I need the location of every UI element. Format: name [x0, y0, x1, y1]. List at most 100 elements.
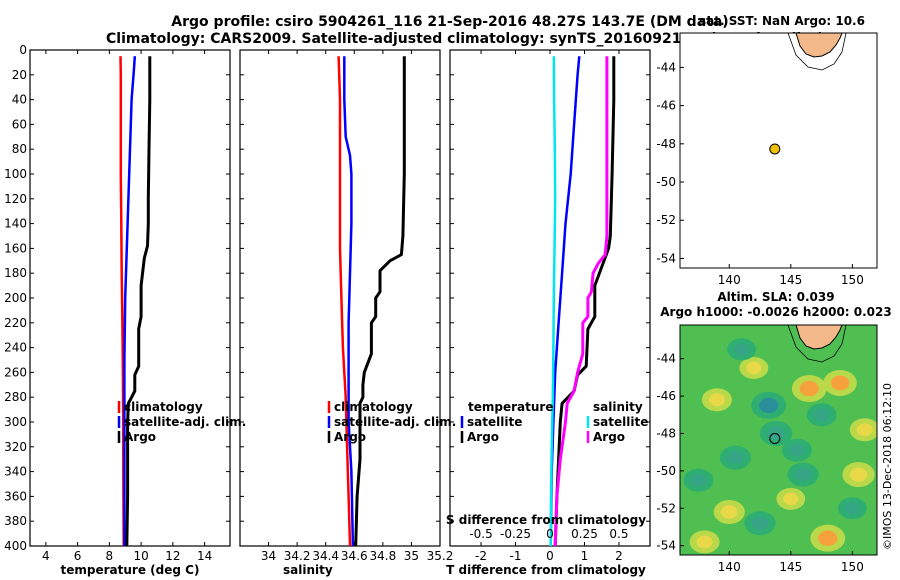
- depth-tick-label: 120: [4, 192, 27, 206]
- temperature-diff-legend: temperature satellite Argo: [460, 400, 553, 444]
- series-line-argo: [354, 56, 406, 546]
- sla-anomaly-core: [759, 397, 779, 414]
- map-y-tick-label: -48: [656, 137, 676, 151]
- argo-float-marker: [769, 143, 781, 155]
- land-shape: [795, 33, 843, 58]
- temperature-legend: climatology satellite-adj. clim. Argo: [117, 400, 246, 444]
- sla-heatmap: [680, 325, 877, 555]
- imos-credit: ©IMOS 13-Dec-2018 06:12:10: [881, 383, 894, 550]
- argo-float-marker: [769, 433, 781, 445]
- depth-tick-label: 0: [19, 43, 27, 57]
- x-tick-label: 34: [261, 549, 276, 563]
- x-tick-label: -2: [475, 549, 487, 563]
- t-difference-label: T difference from climatology: [446, 563, 646, 577]
- series-line-climatology: [337, 56, 352, 546]
- map-y-tick-label: -46: [656, 99, 676, 113]
- map-x-tick-label: 150: [841, 273, 864, 287]
- sla-map-title-2: Argo h1000: -0.0026 h2000: 0.023: [660, 305, 891, 319]
- sla-anomaly-core: [799, 380, 819, 397]
- legend-label-argo-s: Argo: [593, 430, 625, 444]
- x-tick-label: 1: [581, 549, 589, 563]
- sla-anomaly-core: [856, 423, 873, 437]
- series-line-satellite-adj-clim-: [123, 56, 137, 546]
- land-shape: [795, 325, 843, 350]
- sla-anomaly-core: [690, 473, 707, 487]
- s-tick-label: -0.5: [469, 527, 492, 541]
- sla-anomaly-core: [696, 535, 713, 549]
- depth-tick-label: 280: [4, 390, 27, 404]
- sla-map-frame: [679, 324, 878, 556]
- map-y-tick-label: -46: [656, 389, 676, 403]
- difference-panel: -2 -1 0 1 2 S difference from climatology -0…: [446, 49, 651, 577]
- map-y-tick-label: -50: [656, 175, 676, 189]
- map-y-tick-label: -44: [656, 60, 676, 74]
- x-tick-label: 6: [74, 549, 82, 563]
- map-x-tick-label: 140: [718, 560, 741, 574]
- legend-label-argo: Argo: [334, 430, 366, 444]
- figure-title-line2: Climatology: CARS2009. Satellite-adjuste…: [106, 31, 824, 47]
- depth-tick-label: 220: [4, 316, 27, 330]
- x-tick-label: 4: [42, 549, 50, 563]
- sla-anomaly-core: [849, 467, 868, 482]
- sla-map-title-1: Altim. SLA: 0.039: [717, 290, 834, 304]
- depth-tick-label: 260: [4, 365, 27, 379]
- x-tick-label: 0: [546, 549, 554, 563]
- x-tick-label: 12: [165, 549, 180, 563]
- x-tick-label: 2: [615, 549, 623, 563]
- difference-axes-frame: [449, 49, 651, 547]
- difference-lines: [549, 56, 616, 546]
- depth-tick-label: 80: [12, 142, 27, 156]
- depth-tick-label: 300: [4, 415, 27, 429]
- sla-anomaly-core: [746, 361, 762, 375]
- tasmania-land: [787, 33, 847, 71]
- s-tick-label: 0.5: [609, 527, 628, 541]
- x-tick-label: 14: [197, 549, 212, 563]
- sla-anomaly-core: [813, 408, 830, 422]
- sla-anomaly-core: [788, 443, 805, 457]
- difference-y-ticks: [450, 49, 650, 547]
- legend-label-argo-t: Argo: [467, 430, 499, 444]
- x-tick-label: 34.4: [312, 549, 339, 563]
- depth-tick-label: 40: [12, 93, 27, 107]
- sla-blobs: [683, 338, 877, 554]
- map-x-tick-label: 145: [779, 273, 802, 287]
- s-difference-label: S difference from climatology: [446, 513, 646, 527]
- depth-tick-label: 340: [4, 465, 27, 479]
- series-line-argo: [125, 56, 152, 546]
- depth-tick-label: 160: [4, 241, 27, 255]
- map-x-tick-label: 145: [779, 560, 802, 574]
- sst-map-points: [769, 143, 781, 155]
- salinity-x-ticks: 34 34.2 34.4 34.6 34.8 35 35.2: [261, 50, 453, 563]
- x-tick-label: 8: [106, 549, 114, 563]
- map-x-tick-label: 140: [718, 273, 741, 287]
- salinity-panel: 34 34.2 34.4 34.6 34.8 35 35.2 salinity climat…: [239, 49, 456, 577]
- legend-label-climatology: climatology: [334, 400, 413, 414]
- temperature-x-label: temperature (deg C): [61, 563, 200, 577]
- sla-anomaly-core: [720, 505, 738, 519]
- x-tick-label: 34.6: [341, 549, 368, 563]
- salinity-lines: [337, 56, 406, 546]
- legend-label-satellite: satellite-adj. clim.: [124, 415, 246, 429]
- map-y-tick-label: -52: [656, 501, 676, 515]
- sla-map-ticks: 140 145 150 -44 -46 -48 -50 -52 -54: [656, 352, 863, 574]
- x-tick-label: 35: [404, 549, 419, 563]
- depth-tick-label: 100: [4, 167, 27, 181]
- legend-label-satellite-t: satellite: [467, 415, 522, 429]
- map-y-tick-label: -52: [656, 213, 676, 227]
- depth-tick-label: 140: [4, 217, 27, 231]
- sst-map-title: sat. SST: NaN Argo: 10.6: [699, 14, 865, 28]
- series-line-satellite-adj-clim-: [343, 56, 355, 546]
- x-tick-label: 34.8: [369, 549, 396, 563]
- temperature-panel: 0 20 40 60 80 100 120 140 160 180 200 220 240 260 280 3…: [4, 43, 246, 577]
- x-tick-label: -1: [510, 549, 522, 563]
- depth-tick-label: 20: [12, 68, 27, 82]
- series-line-argo-s: [553, 56, 609, 546]
- sla-anomaly-core: [727, 450, 744, 465]
- sst-map-ticks: 140 145 150 -44 -46 -48 -50 -52 -54: [656, 60, 863, 287]
- map-x-tick-label: 150: [841, 560, 864, 574]
- legend-label-climatology: climatology: [124, 400, 203, 414]
- s-tick-label: -0.25: [500, 527, 531, 541]
- temperature-x-ticks: 4 6 8 10 12 14: [42, 50, 212, 563]
- series-line-argo-t: [553, 56, 616, 546]
